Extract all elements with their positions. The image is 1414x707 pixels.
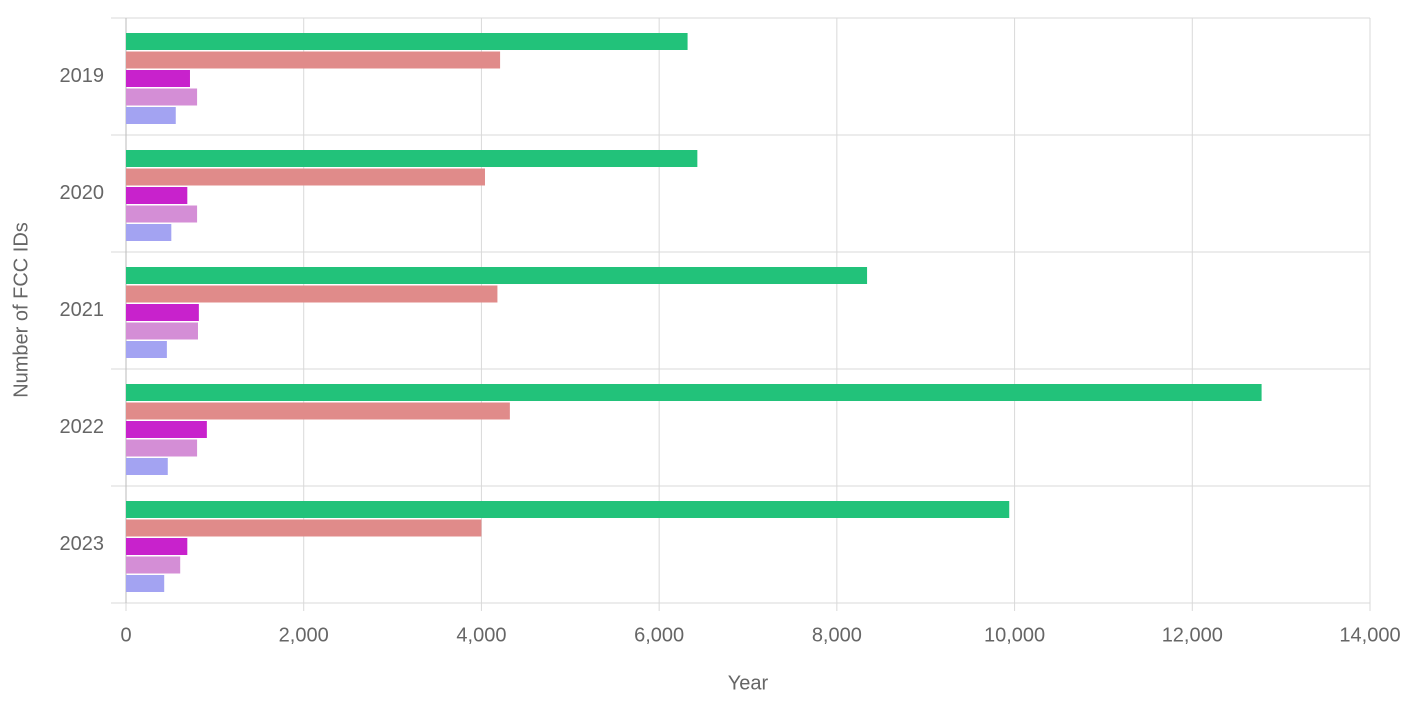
bar [126, 150, 698, 167]
x-tick-label: 6,000 [634, 624, 684, 646]
bar [126, 402, 510, 420]
bar [126, 285, 498, 303]
bar [126, 458, 168, 475]
bar [126, 384, 1262, 401]
y-tick-label: 2023 [60, 533, 105, 555]
bar [126, 304, 199, 321]
bar [126, 33, 688, 50]
x-axis-label: Year [728, 672, 769, 694]
x-tick-label: 10,000 [984, 624, 1045, 646]
bar [126, 439, 198, 457]
bar [126, 224, 172, 241]
x-tick-label: 4,000 [456, 624, 506, 646]
bar [126, 168, 485, 186]
bar [126, 51, 501, 69]
bar [126, 88, 198, 106]
bar [126, 341, 167, 358]
bar [126, 519, 482, 537]
bar [126, 421, 207, 438]
x-tick-label: 2,000 [279, 624, 329, 646]
bar [126, 205, 198, 223]
y-tick-label: 2019 [60, 65, 105, 87]
bar [126, 575, 165, 592]
bar [126, 107, 176, 124]
bar [126, 70, 190, 87]
y-tick-label: 2020 [60, 182, 105, 204]
x-tick-label: 14,000 [1339, 624, 1400, 646]
x-tick-label: 8,000 [812, 624, 862, 646]
y-axis-label: Number of FCC IDs [10, 222, 32, 398]
bar [126, 267, 868, 284]
x-tick-label: 12,000 [1162, 624, 1223, 646]
bar [126, 501, 1010, 518]
x-tick-label: 0 [120, 624, 131, 646]
y-tick-label: 2022 [60, 416, 105, 438]
bar [126, 187, 188, 204]
y-tick-label: 2021 [60, 299, 105, 321]
bar [126, 538, 188, 555]
bar [126, 322, 198, 340]
bar [126, 556, 181, 574]
